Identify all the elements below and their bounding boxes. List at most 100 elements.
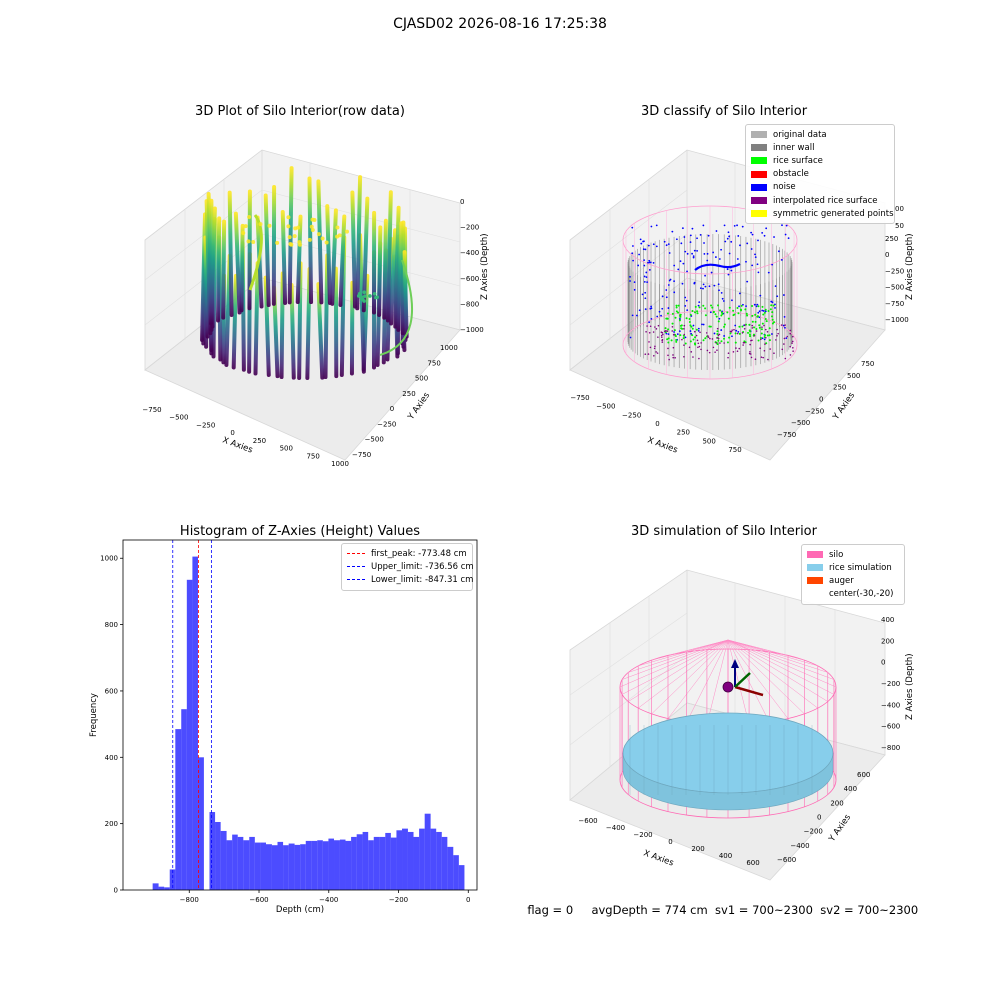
z-tick-label: 400 <box>881 616 894 624</box>
legend-item: auger <box>807 574 899 587</box>
z-tick-label: −600 <box>881 723 900 731</box>
x-tick-label: −800 <box>180 896 199 904</box>
legend-line-swatch <box>347 553 365 555</box>
legend-item: noise <box>751 181 889 194</box>
histogram-bar <box>220 830 227 890</box>
z-tick-label: −1000 <box>460 326 484 334</box>
histogram-bar <box>186 579 193 890</box>
x-tick-label: 250 <box>253 437 266 445</box>
histogram-bar <box>390 837 397 890</box>
z-tick-label: −600 <box>460 275 479 283</box>
histogram-bar <box>322 841 329 890</box>
x-tick-label: −200 <box>633 831 652 839</box>
simulation-y-axis-label: Y Axies <box>827 812 854 844</box>
y-tick-label: −250 <box>805 407 824 415</box>
simulation-z-ticks: 400 200 0 −200 −400 −600 −800 <box>881 616 900 752</box>
histogram-bar <box>362 831 369 890</box>
histogram-bar <box>283 845 289 890</box>
raw-z-axis-label: Z Axies (Depth) <box>480 233 490 300</box>
z-tick-label: −400 <box>460 249 479 257</box>
x-tick-label: 0 <box>230 429 234 437</box>
simulation-legend: silo rice simulation auger center(-30,-20) <box>801 544 905 605</box>
legend-swatch <box>751 144 767 152</box>
y-tick-label: −400 <box>790 842 809 850</box>
legend-label: silo <box>829 549 844 560</box>
x-tick-label: −500 <box>169 414 188 422</box>
simulation-x-ticks: −600 −400 −200 0 200 400 600 <box>578 817 759 867</box>
y-tick-label: −750 <box>777 431 796 439</box>
x-tick-label: 250 <box>677 429 690 437</box>
histogram-bar <box>152 883 159 890</box>
x-tick-label: −600 <box>578 817 597 825</box>
y-tick-label: 0 <box>114 887 118 895</box>
histogram-bar <box>430 828 437 890</box>
legend-item: silo <box>807 548 899 561</box>
z-tick-label: −750 <box>885 300 904 308</box>
histogram-bar <box>379 836 386 890</box>
x-tick-label: 200 <box>691 845 704 853</box>
legend-item: rice simulation <box>807 561 899 574</box>
histogram-bar <box>356 834 363 890</box>
y-tick-label: −750 <box>352 451 371 459</box>
x-tick-label: 0 <box>668 838 672 846</box>
z-tick-label: 0 <box>460 198 464 206</box>
status-line: flag = 0 avgDepth = 774 cm sv1 = 700~230… <box>520 889 918 917</box>
legend-item: center(-30,-20) <box>807 588 899 601</box>
z-tick-label: −500 <box>885 284 904 292</box>
legend-label: original data <box>773 129 827 140</box>
figure-title: CJASD02 2026-08-16 17:25:38 <box>393 16 607 32</box>
histogram-bar <box>447 846 454 890</box>
histogram-bar <box>436 831 442 890</box>
classify-x-axis-label: X Axies <box>646 435 679 455</box>
histogram-bar <box>402 828 408 890</box>
legend-label: rice simulation <box>829 562 892 573</box>
auger-marker <box>722 659 764 697</box>
legend-swatch <box>807 591 823 598</box>
y-tick-label: 500 <box>415 375 428 383</box>
x-tick-label: 0 <box>655 420 659 428</box>
legend-label: Upper_limit: -736.56 cm <box>371 561 474 572</box>
x-axis-label: Depth (cm) <box>276 905 324 915</box>
histogram-bar <box>265 844 272 890</box>
x-tick-label: −250 <box>622 411 641 419</box>
histogram-bar <box>226 840 233 890</box>
classify-z-tick-partial: 00 <box>895 205 904 213</box>
y-tick-label: 1000 <box>100 555 118 563</box>
x-tick-label: −600 <box>249 896 268 904</box>
histogram-bar <box>311 840 318 890</box>
histogram-bar <box>328 838 335 890</box>
x-tick-label: −400 <box>606 824 625 832</box>
histogram-bar <box>300 844 306 890</box>
histogram-bar <box>413 836 420 890</box>
legend-item: original data <box>751 128 889 141</box>
histogram-bar <box>385 832 391 890</box>
z-tick-label: 200 <box>881 637 894 645</box>
legend-item: Lower_limit: -847.31 cm <box>347 573 473 586</box>
histogram-bar <box>197 757 204 890</box>
histogram-bar <box>351 836 357 890</box>
histogram-bar <box>419 828 425 890</box>
histogram-bar <box>277 841 284 890</box>
histogram-bar <box>164 887 170 890</box>
histogram-bar <box>317 840 323 890</box>
z-tick-label: −1000 <box>885 316 909 324</box>
histogram-bar <box>424 813 431 890</box>
classify-z-ticks: 250 0 −250 −500 −750 −1000 <box>885 235 909 324</box>
legend-swatch <box>751 157 767 165</box>
legend-label: noise <box>773 182 796 193</box>
y-tick-label: 750 <box>861 360 874 368</box>
legend-swatch <box>751 197 767 205</box>
y-tick-label: 0 <box>390 405 394 413</box>
legend-label: auger <box>829 575 854 586</box>
histogram-chart: −800 −600 −400 −200 0 0 200 400 600 800 1000 Depth … <box>89 539 478 915</box>
y-tick-label: 200 <box>105 820 118 828</box>
histogram-bar <box>237 836 244 890</box>
legend-label: symmetric generated points <box>773 208 894 219</box>
z-tick-label: −400 <box>881 701 900 709</box>
histogram-bar <box>169 869 176 890</box>
legend-label: center(-30,-20) <box>829 589 894 600</box>
